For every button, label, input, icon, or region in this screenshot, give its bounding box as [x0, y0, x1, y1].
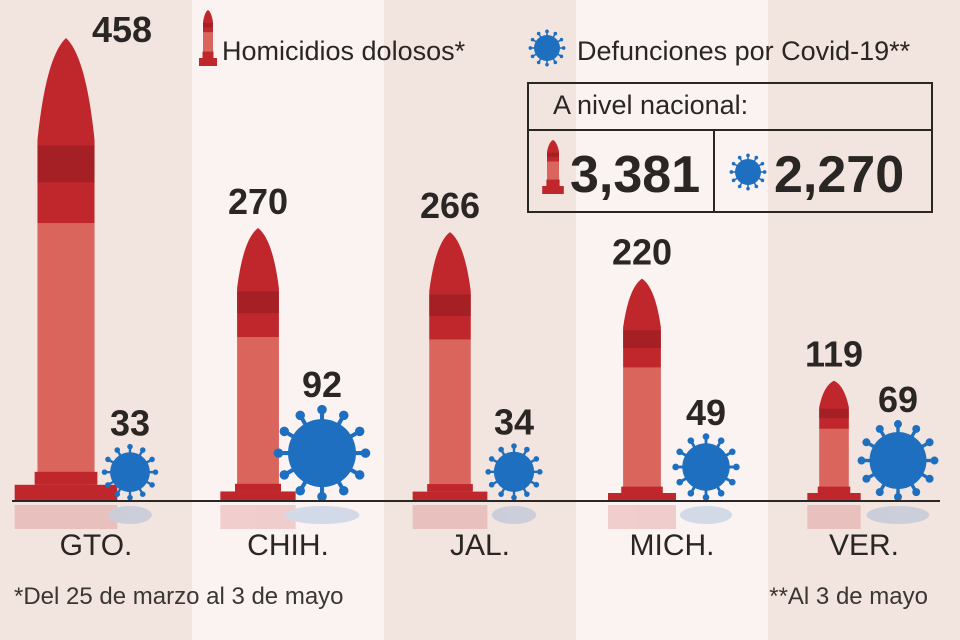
category-label: GTO. — [60, 529, 133, 562]
category-labels: GTO. CHIH. JAL. MICH. VER. — [60, 529, 899, 562]
bullet-bar — [220, 228, 296, 501]
background-band — [192, 0, 384, 640]
background-band — [384, 0, 576, 640]
national-title: A nivel nacional: — [553, 90, 748, 120]
value-label-covid: 92 — [302, 364, 342, 405]
legend: Homicidios dolosos* Defunciones por Covi… — [199, 10, 911, 67]
category-label: JAL. — [450, 529, 510, 562]
virus-marker — [101, 443, 159, 501]
background-band — [576, 0, 768, 640]
value-label-homicides: 270 — [228, 181, 288, 222]
footnote-covid: **Al 3 de mayo — [769, 583, 928, 610]
background-band — [0, 0, 192, 640]
category-label: VER. — [829, 529, 899, 562]
virus-marker — [273, 404, 371, 502]
bullet-bar — [14, 38, 118, 501]
national-virus-icon — [729, 153, 767, 191]
legend-virus-shape — [528, 29, 566, 67]
footnote-homicides: *Del 25 de marzo al 3 de mayo — [14, 583, 344, 610]
reflection — [607, 505, 733, 529]
legend-virus-icon — [528, 29, 566, 67]
value-label-homicides: 458 — [92, 9, 152, 50]
national-box: A nivel nacional: 3,381 2,270 — [527, 82, 933, 213]
category-label: MICH. — [630, 529, 715, 562]
bullet-bar — [807, 380, 861, 501]
legend-homicides-label: Homicidios dolosos* — [222, 36, 466, 66]
value-label-covid: 33 — [110, 402, 150, 443]
background-band — [768, 0, 960, 640]
value-label-covid: 34 — [494, 402, 534, 443]
category-label: CHIH. — [247, 529, 329, 562]
reflections — [14, 505, 930, 529]
national-covid-value: 2,270 — [774, 146, 904, 204]
value-label-homicides: 220 — [612, 232, 672, 273]
national-virus-shape — [729, 153, 767, 191]
virus-marker — [485, 443, 543, 501]
chart-marks: 458 33 270 92 266 34 220 49 119 69 — [14, 9, 939, 502]
value-label-covid: 69 — [878, 379, 918, 420]
reflection — [220, 505, 360, 529]
reflection — [14, 505, 152, 529]
value-label-covid: 49 — [686, 392, 726, 433]
value-label-homicides: 119 — [805, 334, 863, 375]
national-bullet-icon — [542, 140, 564, 194]
legend-bullet-icon — [199, 10, 217, 66]
legend-covid-label: Defunciones por Covid-19** — [577, 36, 911, 66]
reflection — [807, 505, 930, 529]
national-homicides-value: 3,381 — [570, 146, 700, 204]
virus-marker — [857, 420, 939, 501]
legend-bullet-shape — [199, 10, 217, 66]
value-label-homicides: 266 — [420, 185, 480, 226]
national-bullet-shape — [542, 140, 564, 194]
reflection — [412, 505, 537, 529]
virus-marker — [672, 433, 740, 501]
bullet-bar — [607, 278, 677, 501]
bullet-bar — [412, 232, 488, 501]
